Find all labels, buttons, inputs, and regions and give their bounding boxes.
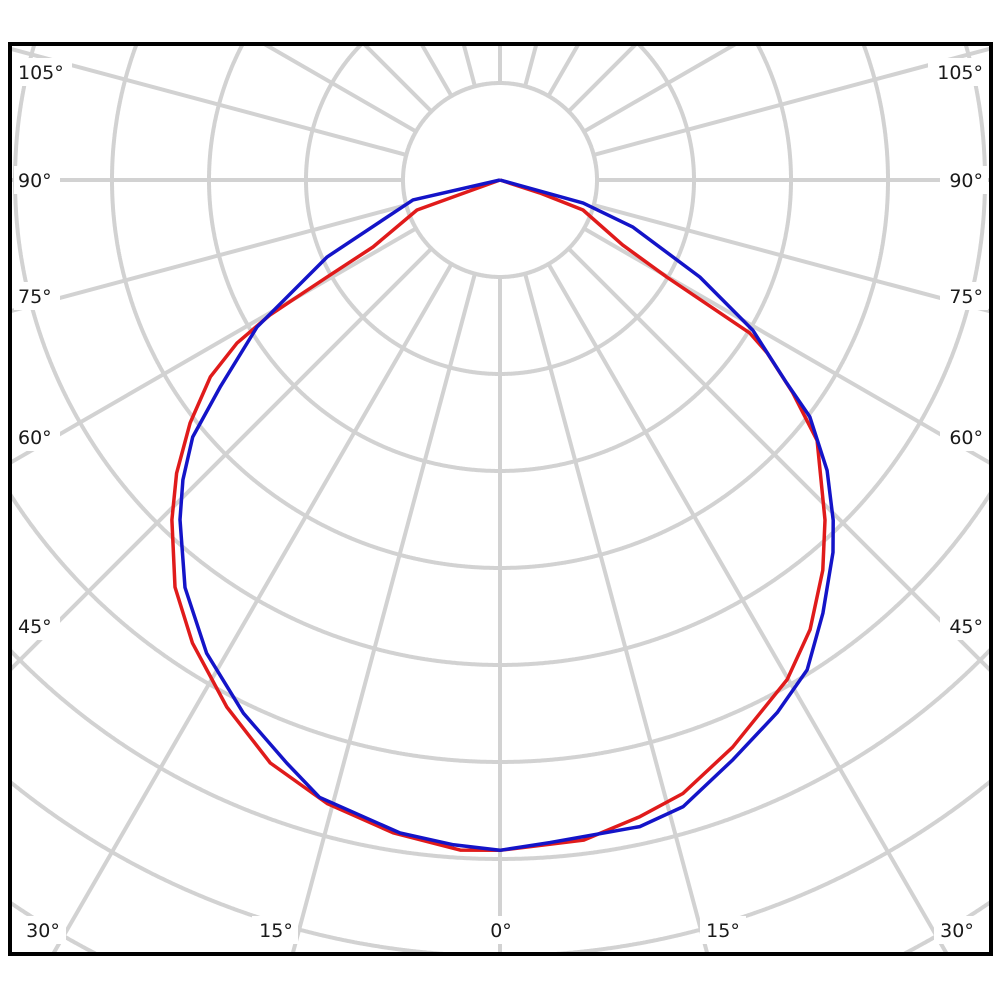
- grid-ring: [10, 779, 991, 954]
- grid-radial-line: [567, 247, 991, 673]
- label-bg: [928, 58, 988, 86]
- label-bg: [940, 423, 988, 451]
- grid-ring: [304, 44, 696, 376]
- grid-radial-line: [593, 203, 991, 314]
- label-bg: [14, 58, 72, 86]
- grid-radial-line: [51, 262, 454, 954]
- angle-label-left-75: 75°: [18, 286, 52, 308]
- label-bg: [14, 423, 60, 451]
- angle-label-right-105: 105°: [937, 62, 983, 84]
- label-bg: [20, 916, 66, 944]
- label-bg: [940, 282, 988, 310]
- grid-radial-line: [461, 44, 477, 87]
- label-bg: [934, 916, 980, 944]
- label-bg: [252, 916, 298, 944]
- grid-radial-line: [523, 273, 710, 954]
- angle-label-bottom-15-left: 15°: [259, 920, 293, 942]
- angle-label-left-105: 105°: [18, 62, 64, 84]
- angle-labels: 105° 90° 75° 60° 45° 105° 90° 75° 60° 45…: [14, 58, 988, 944]
- angle-label-bottom-0: 0°: [490, 920, 512, 942]
- angle-label-left-90: 90°: [18, 170, 52, 192]
- angle-label-left-45: 45°: [18, 616, 52, 638]
- angle-label-bottom-15-right: 15°: [706, 920, 740, 942]
- grid-radial-line: [10, 226, 417, 465]
- grid-radial-line: [362, 44, 433, 113]
- grid-ring: [110, 44, 890, 570]
- grid-radial-line: [263, 44, 417, 134]
- grid-radial-line: [10, 203, 407, 314]
- label-bg: [484, 916, 518, 944]
- curves: [170, 178, 835, 853]
- grid-radial-line: [523, 44, 539, 87]
- label-bg: [14, 612, 60, 640]
- grid-radial-line: [567, 44, 638, 113]
- grid-radial-line: [10, 46, 407, 157]
- angle-label-bottom-30-left: 30°: [26, 920, 60, 942]
- grid-ring: [10, 647, 991, 861]
- grid-radial-line: [290, 273, 477, 954]
- blue-curve: [178, 178, 835, 853]
- grid-radial-line: [546, 44, 581, 97]
- grid-radial-line: [10, 247, 433, 672]
- label-bg: [14, 282, 60, 310]
- angle-label-bottom-30-right: 30°: [940, 920, 974, 942]
- angle-label-right-45: 45°: [949, 616, 983, 638]
- angle-label-right-60: 60°: [949, 427, 983, 449]
- grid-radial-line: [546, 262, 949, 954]
- label-bg: [14, 166, 60, 194]
- grid-radial-line: [419, 44, 454, 97]
- angle-label-left-60: 60°: [18, 427, 52, 449]
- label-bg: [700, 916, 746, 944]
- angle-label-right-90: 90°: [949, 170, 983, 192]
- chart-frame: [8, 42, 993, 956]
- label-bg: [940, 612, 988, 640]
- angle-label-right-75: 75°: [949, 286, 983, 308]
- grid-radial-line: [593, 46, 991, 157]
- label-bg: [940, 166, 988, 194]
- grid-radial-line: [583, 44, 737, 134]
